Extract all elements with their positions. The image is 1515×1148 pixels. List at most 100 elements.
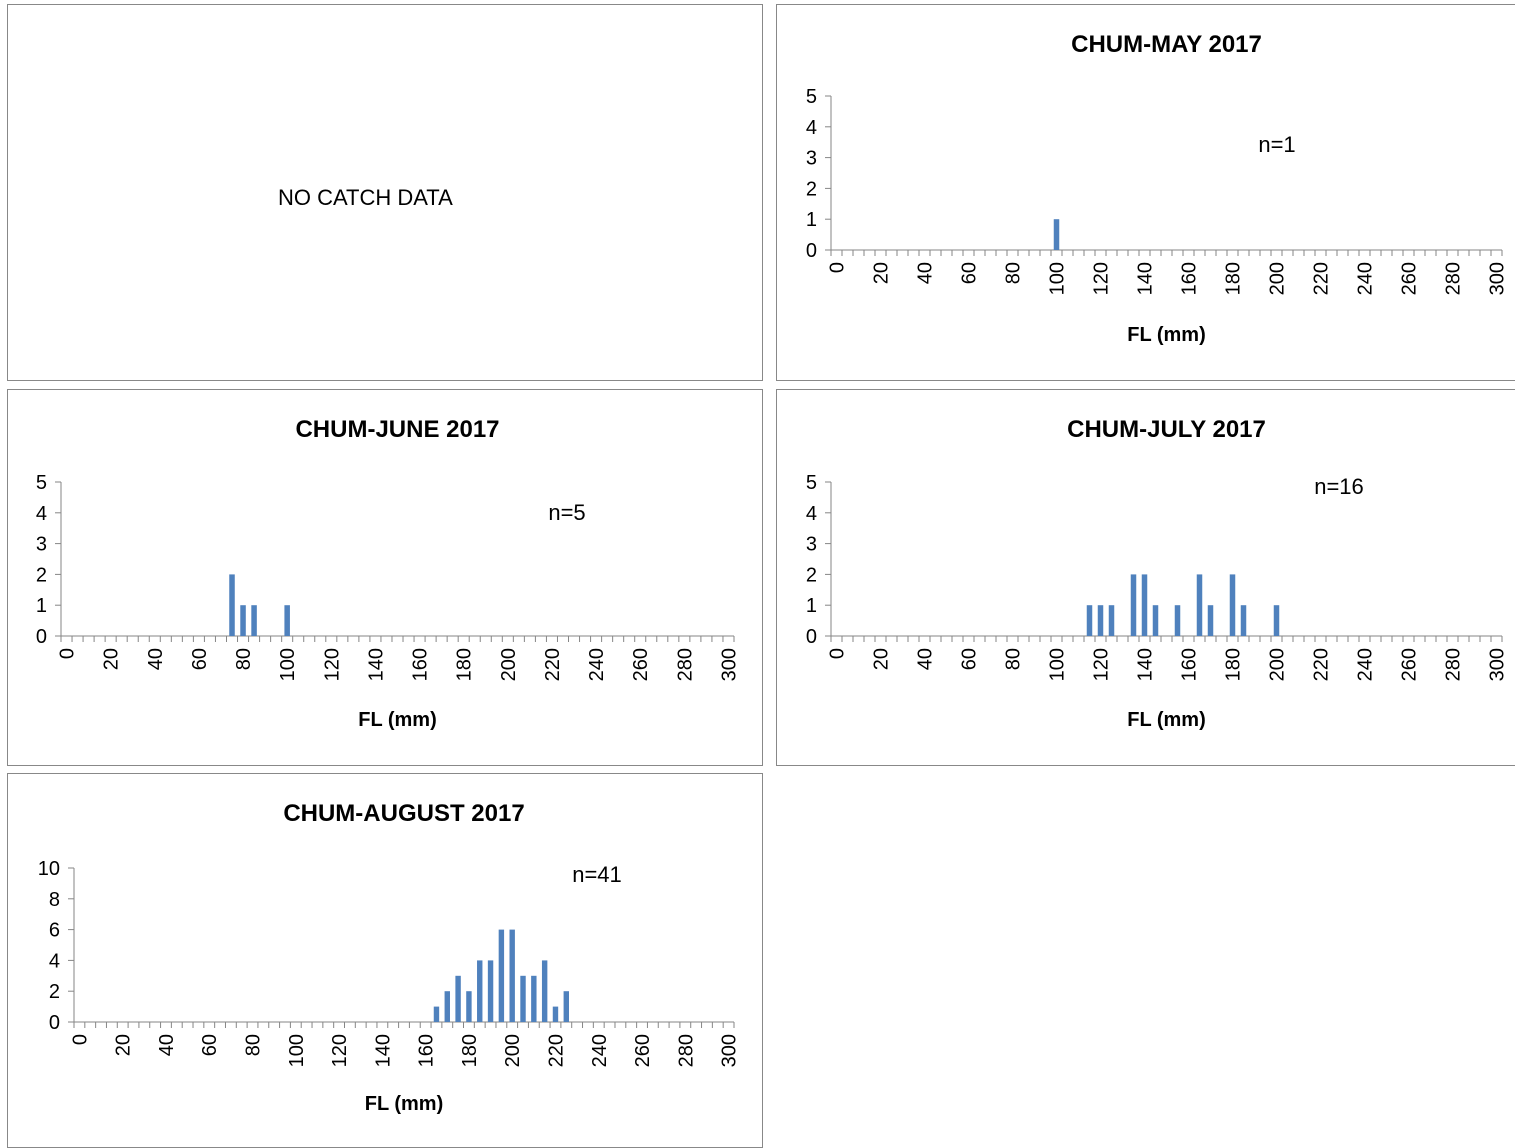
chart-panel: CHUM-JUNE 2017 n=5 FL (mm) 0 1 2 3 4 5 0 20 40 60 80 1… — [7, 389, 763, 766]
y-tick-label: 1 — [806, 209, 817, 231]
y-tick-label: 6 — [49, 920, 60, 942]
annotation: n=1 — [1258, 132, 1295, 157]
y-tick-label: 0 — [49, 1012, 60, 1034]
bar — [284, 605, 290, 636]
x-tick-label: 220 — [545, 1034, 567, 1067]
x-tick-label: 180 — [1223, 648, 1245, 681]
x-tick-label: 60 — [959, 262, 981, 284]
x-tick-label: 100 — [1047, 648, 1069, 681]
x-tick-label: 80 — [243, 1034, 265, 1056]
x-tick-label: 220 — [1311, 648, 1333, 681]
bar — [251, 605, 257, 636]
y-tick-label: 2 — [49, 981, 60, 1003]
x-tick-label: 140 — [365, 648, 387, 681]
bar — [444, 991, 450, 1022]
x-tick-label: 240 — [1355, 648, 1377, 681]
y-tick-label: 4 — [806, 503, 817, 525]
y-tick-label: 2 — [806, 564, 817, 586]
y-tick-label: 0 — [806, 626, 817, 648]
bar — [563, 991, 569, 1022]
y-tick-label: 8 — [49, 889, 60, 911]
x-tick-label: 20 — [101, 648, 123, 670]
x-tick-label: 100 — [277, 648, 299, 681]
y-tick-label: 3 — [806, 534, 817, 556]
y-tick-label: 3 — [806, 148, 817, 170]
x-tick-label: 200 — [502, 1034, 524, 1067]
bar — [1097, 605, 1104, 636]
x-tick-label: 120 — [321, 648, 343, 681]
y-tick-label: 4 — [49, 950, 60, 972]
bar — [531, 975, 537, 1022]
x-tick-label: 40 — [156, 1034, 178, 1056]
bar — [520, 975, 526, 1022]
no-data-panel: NO CATCH DATA — [7, 4, 763, 381]
x-axis-title: FL (mm) — [1127, 709, 1206, 731]
bar — [1108, 605, 1115, 636]
x-tick-label: 80 — [1003, 648, 1025, 670]
bar — [1152, 605, 1159, 636]
bar — [240, 605, 246, 636]
x-tick-label: 140 — [1135, 262, 1157, 295]
x-tick-label: 240 — [589, 1034, 611, 1067]
x-tick-label: 280 — [1443, 262, 1465, 295]
x-tick-label: 60 — [189, 648, 211, 670]
x-tick-label: 160 — [410, 648, 432, 681]
panel-border — [776, 4, 1515, 381]
chart-title: CHUM-JULY 2017 — [1067, 416, 1266, 443]
y-tick-label: 5 — [806, 86, 817, 108]
x-axis-title: FL (mm) — [358, 709, 437, 731]
y-tick-label: 1 — [806, 595, 817, 617]
bar — [1141, 574, 1148, 636]
x-tick-label: 240 — [1355, 262, 1377, 295]
x-tick-label: 80 — [233, 648, 255, 670]
panel-border — [7, 389, 763, 766]
x-axis-title: FL (mm) — [1127, 324, 1206, 346]
x-tick-label: 280 — [675, 1034, 697, 1067]
y-tick-label: 3 — [36, 534, 47, 556]
x-tick-label: 40 — [915, 262, 937, 284]
x-tick-label: 40 — [145, 648, 167, 670]
y-tick-label: 2 — [806, 178, 817, 200]
bar — [1086, 605, 1093, 636]
bar — [477, 960, 483, 1022]
x-tick-label: 0 — [57, 648, 79, 659]
y-tick-label: 1 — [36, 595, 47, 617]
x-tick-label: 120 — [329, 1034, 351, 1067]
x-tick-label: 300 — [1487, 648, 1509, 681]
x-tick-label: 120 — [1091, 648, 1113, 681]
x-tick-label: 80 — [1003, 262, 1025, 284]
x-tick-label: 160 — [416, 1034, 438, 1067]
x-tick-label: 140 — [372, 1034, 394, 1067]
bar — [1174, 605, 1181, 636]
y-tick-label: 4 — [806, 117, 817, 139]
x-tick-label: 100 — [1047, 262, 1069, 295]
bar — [1207, 605, 1214, 636]
panel-border — [776, 389, 1515, 766]
x-tick-label: 0 — [827, 262, 849, 273]
y-tick-label: 0 — [36, 626, 47, 648]
annotation: n=16 — [1314, 474, 1364, 499]
y-tick-label: 10 — [38, 858, 60, 880]
x-tick-label: 20 — [113, 1034, 135, 1056]
bar — [229, 574, 235, 636]
y-tick-label: 4 — [36, 503, 47, 525]
x-axis-title: FL (mm) — [365, 1093, 444, 1115]
x-tick-label: 160 — [1179, 648, 1201, 681]
x-tick-label: 200 — [1267, 648, 1289, 681]
x-tick-label: 220 — [1311, 262, 1333, 295]
x-tick-label: 260 — [1399, 262, 1421, 295]
x-tick-label: 100 — [286, 1034, 308, 1067]
x-tick-label: 200 — [498, 648, 520, 681]
x-tick-label: 220 — [542, 648, 564, 681]
x-tick-label: 200 — [1267, 262, 1289, 295]
x-tick-label: 0 — [827, 648, 849, 659]
bar — [1196, 574, 1203, 636]
chart-title: CHUM-MAY 2017 — [1071, 31, 1262, 58]
x-tick-label: 300 — [719, 1034, 741, 1067]
x-tick-label: 180 — [459, 1034, 481, 1067]
chart-panel: CHUM-MAY 2017 n=1 FL (mm) 0 1 2 3 4 5 0 20 40 60 80 10… — [776, 4, 1515, 381]
annotation: n=5 — [548, 500, 585, 525]
panel-border — [7, 773, 763, 1148]
